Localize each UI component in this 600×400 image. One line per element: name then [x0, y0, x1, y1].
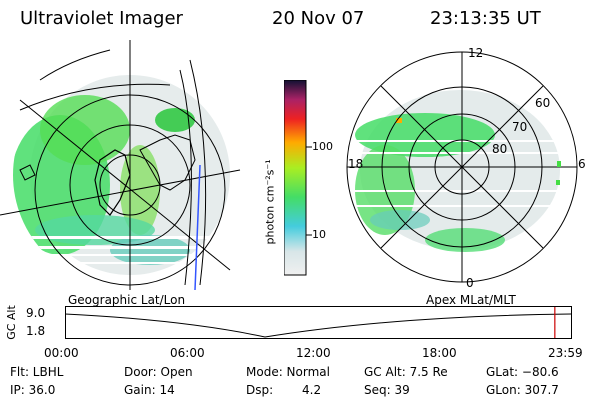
timeline-left-title: Geographic Lat/Lon	[68, 293, 186, 307]
altitude-curve	[65, 313, 572, 338]
timeline-x-tick: 06:00	[170, 346, 205, 360]
colorbar-tick-100: 100	[312, 140, 333, 153]
color-scale-bar	[284, 80, 312, 276]
glon-info: GLon: 307.7	[486, 383, 559, 397]
colorbar-tick-10: 10	[312, 228, 326, 241]
instrument-title: Ultraviolet Imager	[20, 8, 183, 29]
gc-alt-info: GC Alt: 7.5 Re	[364, 365, 448, 379]
mlat-label-60: 60	[535, 96, 551, 110]
gain-info: Gain: 14	[124, 383, 175, 397]
aurora-oval	[425, 228, 505, 252]
glat-info: GLat: −80.6	[486, 365, 559, 379]
ip-info: IP: 36.0	[10, 383, 56, 397]
door-info: Door: Open	[124, 365, 193, 379]
polar-mlt-plot	[346, 51, 578, 283]
mlt-label-6: 6	[578, 157, 586, 171]
timeline-y-tick-max: 9.0	[26, 306, 46, 320]
timeline-y-tick-min: 1.8	[26, 324, 46, 338]
mlat-label-80: 80	[492, 142, 508, 156]
observation-time: 23:13:35 UT	[430, 8, 541, 29]
mlt-label-12: 12	[468, 46, 484, 60]
mlat-label-70: 70	[512, 120, 528, 134]
coastline	[94, 149, 131, 216]
dsp-label: Dsp:	[246, 383, 274, 397]
timeline-x-tick: 00:00	[44, 346, 79, 360]
geographic-image-panel	[0, 40, 241, 290]
aurora-band	[40, 95, 130, 165]
aurora-oval	[370, 210, 430, 230]
filter-info: Flt: LBHL	[10, 365, 64, 379]
timeline-x-tick: 18:00	[422, 346, 457, 360]
timeline-x-tick: 12:00	[296, 346, 331, 360]
mlt-label-18: 18	[348, 157, 364, 171]
coastline	[19, 164, 36, 181]
timeline-y-label: GC Alt	[4, 305, 18, 340]
aurora-band	[110, 235, 190, 265]
altitude-timeline[interactable]	[65, 306, 572, 340]
mlt-label-0: 0	[466, 276, 474, 290]
colorbar-unit-label: photon cm⁻²s⁻¹	[263, 159, 277, 245]
mode-info: Mode: Normal	[246, 365, 330, 379]
aurora-band	[155, 108, 195, 132]
timeline-x-tick: 23:59	[548, 346, 583, 360]
coastline	[139, 134, 196, 191]
timeline-right-title: Apex MLat/MLT	[426, 293, 516, 307]
observation-date: 20 Nov 07	[272, 8, 365, 29]
seq-info: Seq: 39	[364, 383, 410, 397]
dsp-value: 4.2	[302, 383, 322, 397]
